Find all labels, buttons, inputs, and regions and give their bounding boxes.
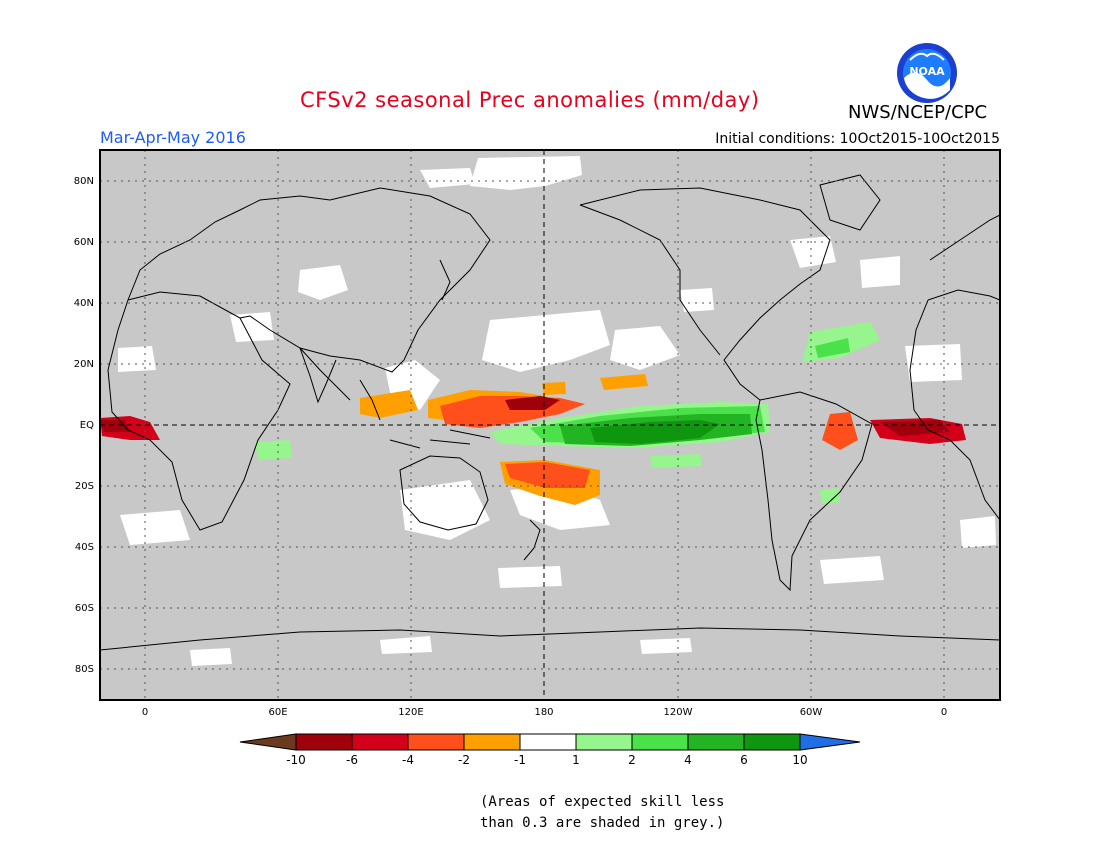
dry-anomaly-brazil	[822, 412, 858, 450]
dry-anomaly-spcz-red	[505, 462, 590, 488]
colorbar-swatch	[743, 733, 801, 751]
dry-anomaly-atlantic-left-dark	[100, 420, 130, 432]
colorbar-label: 2	[628, 753, 636, 767]
dry-anomaly-indian-ocean	[360, 390, 418, 418]
colorbar-swatch	[463, 733, 521, 751]
lon-label: 120W	[664, 707, 693, 718]
footnote-line-1: (Areas of expected skill less	[480, 794, 725, 810]
dry-anomaly-darkred	[505, 396, 560, 410]
anomaly-shading	[100, 156, 996, 666]
coastlines	[100, 174, 1000, 651]
lat-label: EQ	[80, 420, 94, 431]
colorbar-label: 6	[740, 753, 748, 767]
lat-label: 80S	[75, 664, 94, 675]
colorbar-swatch	[575, 733, 633, 751]
wet-anomaly-south-pacific	[650, 454, 702, 468]
colorbar-swatch	[295, 733, 353, 751]
colorbar-left-arrow	[239, 733, 297, 751]
colorbar-label: 1	[572, 753, 580, 767]
dry-anomaly-ne-pacific	[600, 374, 648, 390]
neutral-anomaly-areas	[118, 156, 996, 666]
lat-label: 60N	[74, 237, 94, 248]
lon-label: 120E	[398, 707, 423, 718]
map-title: CFSv2 seasonal Prec anomalies (mm/day)	[300, 88, 760, 112]
wet-anomaly-very-strong	[590, 420, 720, 444]
lon-label: 0	[941, 707, 947, 718]
lat-label: 60S	[75, 603, 94, 614]
wet-anomaly-south-atlantic	[820, 488, 840, 504]
svg-text:NOAA: NOAA	[909, 65, 945, 78]
colorbar-swatch	[519, 733, 577, 751]
colorbar-label: -1	[514, 753, 526, 767]
colorbar-swatch	[631, 733, 689, 751]
wet-anomaly-north-atlantic-core	[815, 338, 850, 358]
lat-label: 80N	[74, 176, 94, 187]
lat-label: 20S	[75, 481, 94, 492]
colorbar-swatch	[351, 733, 409, 751]
lon-label: 180	[534, 707, 553, 718]
wet-anomaly-indian-ocean	[255, 440, 292, 460]
colorbar-label: 4	[684, 753, 692, 767]
equator-dateline-lines	[100, 150, 1000, 700]
lat-label: 20N	[74, 359, 94, 370]
colorbar-label: -6	[346, 753, 358, 767]
map-gridlines	[100, 150, 1000, 700]
colorbar-label: -4	[402, 753, 414, 767]
lat-label: 40S	[75, 542, 94, 553]
colorbar-label: -2	[458, 753, 470, 767]
lon-label: 60W	[800, 707, 823, 718]
colorbar-label: 10	[792, 753, 807, 767]
season-label: Mar-Apr-May 2016	[100, 128, 246, 147]
footnote-line-2: than 0.3 are shaded in grey.)	[480, 815, 725, 831]
colorbar-swatch	[407, 733, 465, 751]
colorbar-right-arrow	[799, 733, 861, 751]
colorbar-swatch	[687, 733, 745, 751]
noaa-logo-icon: NOAA	[897, 43, 957, 103]
map-frame	[99, 149, 1001, 701]
lon-label: 60E	[268, 707, 287, 718]
skill-footnote: (Areas of expected skill less than 0.3 a…	[480, 792, 724, 834]
colorbar-label: -10	[286, 753, 306, 767]
lon-label: 0	[142, 707, 148, 718]
lat-label: 40N	[74, 298, 94, 309]
organization-label: NWS/NCEP/CPC	[848, 102, 988, 123]
dry-anomaly-ne-pacific-2	[542, 382, 566, 395]
initial-conditions-label: Initial conditions: 10Oct2015-10Oct2015	[715, 131, 1000, 147]
